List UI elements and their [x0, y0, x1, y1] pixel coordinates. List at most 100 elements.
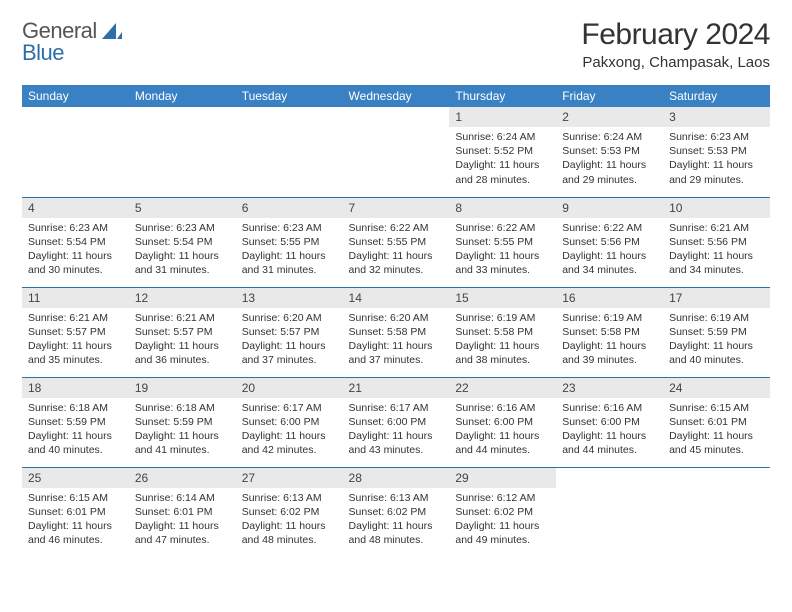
sunrise-line: Sunrise: 6:22 AM	[349, 222, 429, 234]
daylight-line: Daylight: 11 hours and 34 minutes.	[669, 250, 753, 276]
sunrise-line: Sunrise: 6:18 AM	[135, 402, 215, 414]
daylight-line: Daylight: 11 hours and 30 minutes.	[28, 250, 112, 276]
calendar-cell: .	[556, 467, 663, 557]
sunrise-line: Sunrise: 6:20 AM	[349, 312, 429, 324]
day-header: Sunday	[22, 85, 129, 107]
sunrise-line: Sunrise: 6:16 AM	[455, 402, 535, 414]
day-number: 5	[129, 198, 236, 218]
day-details: Sunrise: 6:23 AMSunset: 5:55 PMDaylight:…	[236, 218, 343, 284]
day-details: Sunrise: 6:23 AMSunset: 5:54 PMDaylight:…	[22, 218, 129, 284]
day-details: Sunrise: 6:20 AMSunset: 5:57 PMDaylight:…	[236, 308, 343, 374]
day-header: Thursday	[449, 85, 556, 107]
day-details: Sunrise: 6:19 AMSunset: 5:58 PMDaylight:…	[556, 308, 663, 374]
daylight-line: Daylight: 11 hours and 42 minutes.	[242, 430, 326, 456]
calendar-cell: 3Sunrise: 6:23 AMSunset: 5:53 PMDaylight…	[663, 107, 770, 197]
sunrise-line: Sunrise: 6:23 AM	[135, 222, 215, 234]
day-details: Sunrise: 6:14 AMSunset: 6:01 PMDaylight:…	[129, 488, 236, 554]
day-details: Sunrise: 6:15 AMSunset: 6:01 PMDaylight:…	[22, 488, 129, 554]
day-details: Sunrise: 6:18 AMSunset: 5:59 PMDaylight:…	[22, 398, 129, 464]
day-number: 4	[22, 198, 129, 218]
daylight-line: Daylight: 11 hours and 35 minutes.	[28, 340, 112, 366]
title-block: February 2024 Pakxong, Champasak, Laos	[581, 18, 770, 71]
daylight-line: Daylight: 11 hours and 38 minutes.	[455, 340, 539, 366]
sunrise-line: Sunrise: 6:20 AM	[242, 312, 322, 324]
day-details: Sunrise: 6:24 AMSunset: 5:52 PMDaylight:…	[449, 127, 556, 193]
sunset-line: Sunset: 5:55 PM	[455, 236, 533, 248]
sunrise-line: Sunrise: 6:12 AM	[455, 492, 535, 504]
sunrise-line: Sunrise: 6:14 AM	[135, 492, 215, 504]
calendar-cell: 11Sunrise: 6:21 AMSunset: 5:57 PMDayligh…	[22, 287, 129, 377]
sunset-line: Sunset: 5:59 PM	[669, 326, 747, 338]
sunrise-line: Sunrise: 6:22 AM	[455, 222, 535, 234]
day-number: 20	[236, 378, 343, 398]
daylight-line: Daylight: 11 hours and 32 minutes.	[349, 250, 433, 276]
sunset-line: Sunset: 5:58 PM	[349, 326, 427, 338]
logo-sail-icon	[102, 23, 122, 41]
sunrise-line: Sunrise: 6:13 AM	[242, 492, 322, 504]
day-number: 16	[556, 288, 663, 308]
sunset-line: Sunset: 5:53 PM	[562, 145, 640, 157]
sunset-line: Sunset: 5:55 PM	[349, 236, 427, 248]
sunrise-line: Sunrise: 6:21 AM	[28, 312, 108, 324]
sunrise-line: Sunrise: 6:19 AM	[669, 312, 749, 324]
location: Pakxong, Champasak, Laos	[581, 54, 770, 71]
sunrise-line: Sunrise: 6:17 AM	[349, 402, 429, 414]
sunset-line: Sunset: 5:57 PM	[135, 326, 213, 338]
sunset-line: Sunset: 5:59 PM	[28, 416, 106, 428]
calendar-cell: 28Sunrise: 6:13 AMSunset: 6:02 PMDayligh…	[343, 467, 450, 557]
day-details: Sunrise: 6:22 AMSunset: 5:55 PMDaylight:…	[449, 218, 556, 284]
calendar-cell: 29Sunrise: 6:12 AMSunset: 6:02 PMDayligh…	[449, 467, 556, 557]
sunset-line: Sunset: 6:00 PM	[242, 416, 320, 428]
sunset-line: Sunset: 6:01 PM	[28, 506, 106, 518]
day-details: Sunrise: 6:16 AMSunset: 6:00 PMDaylight:…	[556, 398, 663, 464]
day-number: 23	[556, 378, 663, 398]
calendar-table: SundayMondayTuesdayWednesdayThursdayFrid…	[22, 85, 770, 557]
day-details: Sunrise: 6:20 AMSunset: 5:58 PMDaylight:…	[343, 308, 450, 374]
logo-text-blue: Blue	[22, 40, 64, 66]
day-number: 27	[236, 468, 343, 488]
day-details: Sunrise: 6:12 AMSunset: 6:02 PMDaylight:…	[449, 488, 556, 554]
day-details: Sunrise: 6:19 AMSunset: 5:58 PMDaylight:…	[449, 308, 556, 374]
calendar-head: SundayMondayTuesdayWednesdayThursdayFrid…	[22, 85, 770, 107]
day-number: 26	[129, 468, 236, 488]
day-details: Sunrise: 6:22 AM Sunset: 5:55 PM Daylight:…	[343, 218, 450, 284]
sunrise-line: Sunrise: 6:24 AM	[455, 131, 535, 143]
sunrise-line: Sunrise: 6:19 AM	[455, 312, 535, 324]
sunset-line: Sunset: 5:55 PM	[242, 236, 320, 248]
calendar-cell: .	[22, 107, 129, 197]
calendar-cell: 18Sunrise: 6:18 AMSunset: 5:59 PMDayligh…	[22, 377, 129, 467]
sunset-line: Sunset: 6:00 PM	[562, 416, 640, 428]
calendar-cell: 7Sunrise: 6:22 AMSunset: 5:55 PMDaylight…	[343, 197, 450, 287]
daylight-line: Daylight: 11 hours and 47 minutes.	[135, 520, 219, 546]
calendar-cell: 15Sunrise: 6:19 AMSunset: 5:58 PMDayligh…	[449, 287, 556, 377]
daylight-line: Daylight: 11 hours and 48 minutes.	[349, 520, 433, 546]
sunrise-line: Sunrise: 6:19 AM	[562, 312, 642, 324]
calendar-cell: 16Sunrise: 6:19 AMSunset: 5:58 PMDayligh…	[556, 287, 663, 377]
sunset-line: Sunset: 6:02 PM	[349, 506, 427, 518]
day-number: 15	[449, 288, 556, 308]
sunrise-line: Sunrise: 6:15 AM	[669, 402, 749, 414]
day-details: Sunrise: 6:21 AMSunset: 5:57 PMDaylight:…	[129, 308, 236, 374]
calendar-cell: 26Sunrise: 6:14 AMSunset: 6:01 PMDayligh…	[129, 467, 236, 557]
sunrise-line: Sunrise: 6:18 AM	[28, 402, 108, 414]
daylight-line: Daylight: 11 hours and 43 minutes.	[349, 430, 433, 456]
day-details: Sunrise: 6:13 AMSunset: 6:02 PMDaylight:…	[343, 488, 450, 554]
sunset-line: Sunset: 6:02 PM	[455, 506, 533, 518]
day-header: Wednesday	[343, 85, 450, 107]
calendar-cell: 17Sunrise: 6:19 AMSunset: 5:59 PMDayligh…	[663, 287, 770, 377]
day-number: 21	[343, 378, 450, 398]
sunset-line: Sunset: 5:57 PM	[242, 326, 320, 338]
day-number: 13	[236, 288, 343, 308]
header: General February 2024 Pakxong, Champasak…	[22, 18, 770, 71]
daylight-line: Daylight: 11 hours and 36 minutes.	[135, 340, 219, 366]
daylight-line: Daylight: 11 hours and 29 minutes.	[669, 159, 753, 185]
day-number: 22	[449, 378, 556, 398]
day-header: Friday	[556, 85, 663, 107]
sunset-line: Sunset: 6:00 PM	[455, 416, 533, 428]
day-header: Saturday	[663, 85, 770, 107]
day-details: Sunrise: 6:16 AMSunset: 6:00 PMDaylight:…	[449, 398, 556, 464]
daylight-line: Daylight: 11 hours and 46 minutes.	[28, 520, 112, 546]
daylight-line: Daylight: 11 hours and 28 minutes.	[455, 159, 539, 185]
day-number: 29	[449, 468, 556, 488]
calendar-body: ....1Sunrise: 6:24 AMSunset: 5:52 PMDayl…	[22, 107, 770, 557]
